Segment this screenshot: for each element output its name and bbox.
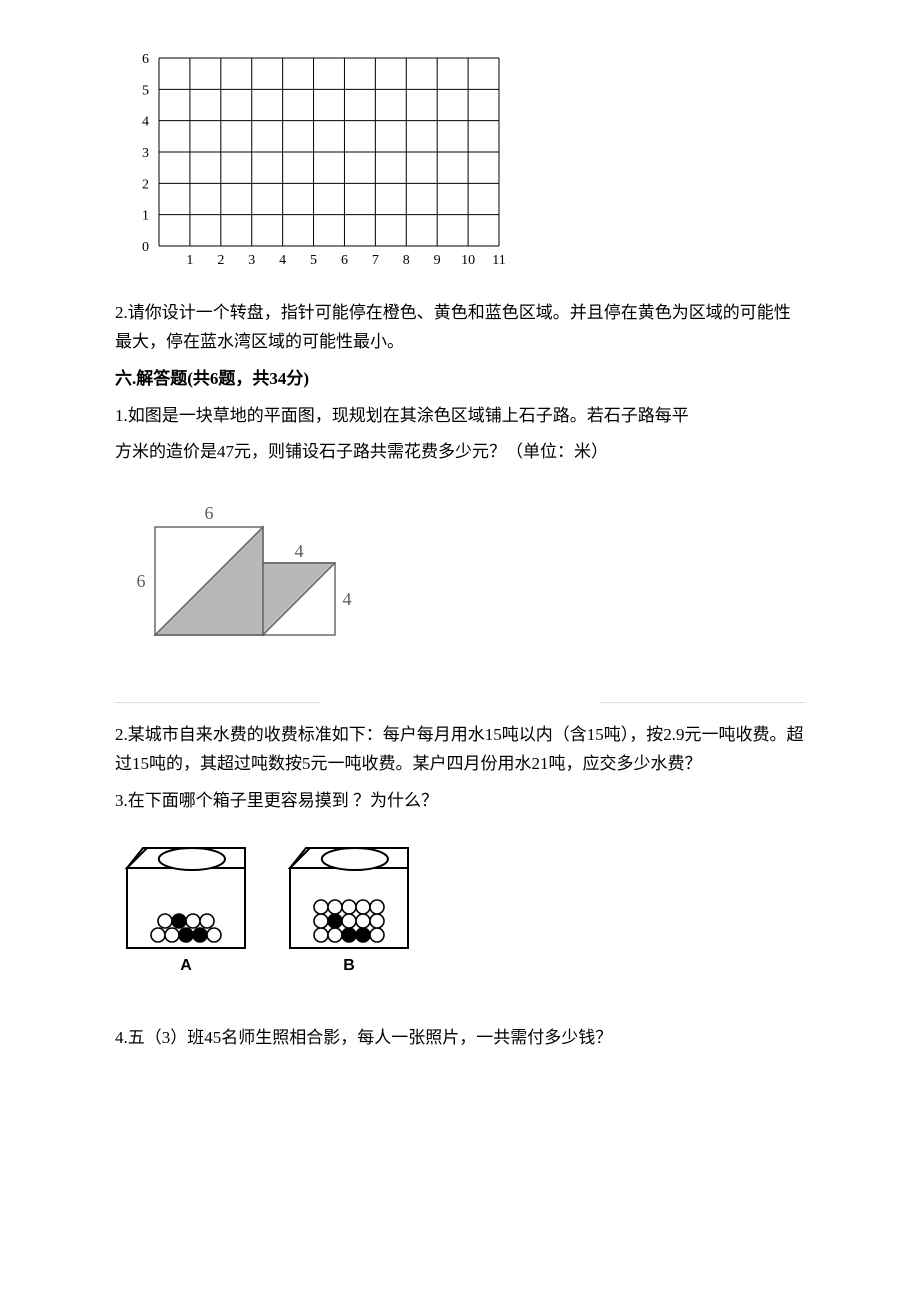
- svg-text:5: 5: [310, 253, 317, 268]
- triangle-figure: 6 6 4 4: [115, 487, 805, 687]
- s6-q2-text: 2.某城市自来水费的收费标准如下：每户每月用水15吨以内（含15吨），按2.9元…: [115, 721, 805, 779]
- svg-text:5: 5: [142, 83, 149, 98]
- svg-text:2: 2: [217, 253, 224, 268]
- svg-text:10: 10: [461, 253, 475, 268]
- svg-text:1: 1: [142, 209, 149, 224]
- svg-text:A: A: [180, 957, 192, 974]
- svg-text:11: 11: [492, 253, 505, 268]
- svg-text:6: 6: [137, 571, 146, 591]
- svg-text:3: 3: [142, 146, 149, 161]
- dotted-rule: [115, 702, 805, 703]
- s6-q3-text: 3.在下面哪个箱子里更容易摸到 ？为什么？: [115, 787, 805, 816]
- q2-spinner-text: 2.请你设计一个转盘，指针可能停在橙色、黄色和蓝色区域。并且停在黄色为区域的可能…: [115, 299, 805, 357]
- svg-text:9: 9: [434, 253, 441, 268]
- svg-text:0: 0: [142, 240, 149, 255]
- boxes-figure: AB: [115, 838, 805, 998]
- svg-text:6: 6: [341, 253, 348, 268]
- boxes-svg: AB: [115, 838, 445, 988]
- triangle-svg: 6 6 4 4: [115, 487, 375, 677]
- svg-text:B: B: [343, 957, 355, 974]
- svg-text:4: 4: [295, 541, 304, 561]
- section6-header: 六.解答题(共6题，共34分): [115, 365, 805, 394]
- svg-text:4: 4: [142, 115, 149, 130]
- s6-q4-text: 4.五（3）班45名师生照相合影，每人一张照片，一共需付多少钱？: [115, 1024, 805, 1053]
- svg-text:8: 8: [403, 253, 410, 268]
- svg-text:4: 4: [279, 253, 286, 268]
- svg-text:2: 2: [142, 177, 149, 192]
- s6-q1-line1: 1.如图是一块草地的平面图，现规划在其涂色区域铺上石子路。若石子路每平: [115, 402, 805, 431]
- svg-text:4: 4: [343, 589, 352, 609]
- svg-text:3: 3: [248, 253, 255, 268]
- grid-chart-svg: 0 1 2 3 4 5 6 1 2 3 4 5 6 7 8 9 10 11: [115, 50, 513, 274]
- svg-text:6: 6: [142, 52, 149, 67]
- svg-text:7: 7: [372, 253, 379, 268]
- svg-text:6: 6: [205, 503, 214, 523]
- svg-text:1: 1: [186, 253, 193, 268]
- grid-chart-figure: 0 1 2 3 4 5 6 1 2 3 4 5 6 7 8 9 10 11: [115, 50, 805, 284]
- s6-q1-line2: 方米的造价是47元，则铺设石子路共需花费多少元？（单位：米）: [115, 438, 805, 467]
